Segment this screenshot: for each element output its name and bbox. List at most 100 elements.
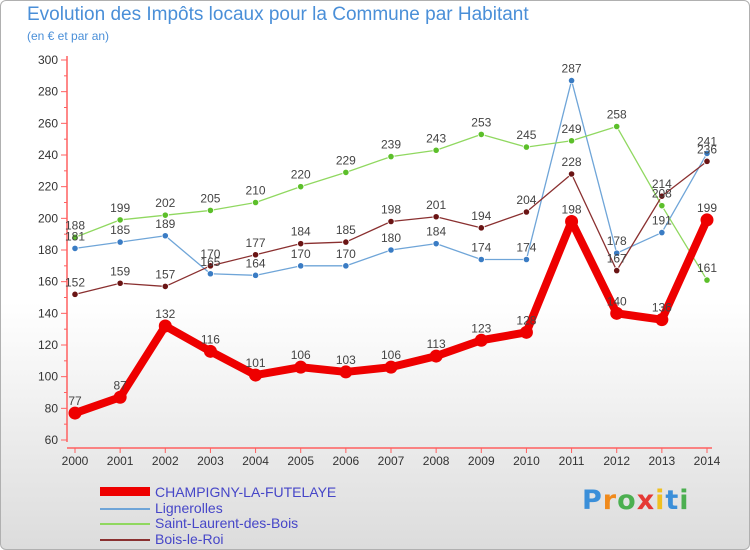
data-point bbox=[206, 270, 215, 278]
data-label: 245 bbox=[516, 128, 536, 142]
data-point bbox=[703, 276, 711, 284]
data-label: 184 bbox=[291, 225, 311, 239]
y-tick-label: 260 bbox=[38, 116, 58, 130]
data-label: 239 bbox=[381, 138, 401, 152]
x-tick-label: 2014 bbox=[694, 454, 721, 468]
data-label: 287 bbox=[562, 62, 582, 76]
logo-letter: x bbox=[636, 485, 656, 516]
legend-label: Lignerolles bbox=[155, 499, 223, 516]
data-point bbox=[658, 192, 666, 200]
data-point bbox=[613, 122, 621, 131]
data-point bbox=[703, 149, 711, 158]
data-point bbox=[432, 146, 440, 154]
y-tick-label: 120 bbox=[38, 338, 58, 352]
data-point bbox=[161, 282, 169, 291]
data-point bbox=[567, 137, 576, 145]
legend-swatch bbox=[100, 507, 150, 510]
data-label: 136 bbox=[652, 301, 672, 315]
data-label: 249 bbox=[562, 122, 582, 136]
logo-letter: P bbox=[582, 485, 603, 516]
data-label: 116 bbox=[201, 332, 220, 346]
data-label: 205 bbox=[200, 191, 220, 205]
data-point bbox=[519, 325, 533, 339]
chart-title: Evolution des Impôts locaux pour la Comm… bbox=[27, 4, 529, 25]
x-tick-label: 2004 bbox=[242, 454, 269, 468]
data-point bbox=[297, 240, 305, 248]
data-label: 123 bbox=[471, 321, 491, 335]
data-label: 170 bbox=[336, 247, 356, 261]
data-label: 191 bbox=[652, 214, 672, 228]
legend-swatch bbox=[100, 538, 150, 541]
data-label: 184 bbox=[426, 225, 446, 239]
x-tick-label: 2008 bbox=[423, 454, 450, 468]
data-point bbox=[251, 198, 260, 207]
legend-label: Saint-Laurent-des-Bois bbox=[155, 515, 299, 531]
data-point bbox=[116, 238, 124, 246]
y-tick-label: 60 bbox=[45, 433, 59, 447]
data-label: 199 bbox=[110, 201, 130, 215]
data-point bbox=[700, 213, 714, 227]
data-point bbox=[567, 76, 576, 85]
data-point bbox=[477, 255, 485, 264]
data-label: 157 bbox=[155, 267, 175, 281]
data-label: 210 bbox=[246, 184, 266, 198]
data-label: 174 bbox=[516, 241, 536, 255]
data-label: 241 bbox=[697, 134, 717, 148]
data-point bbox=[610, 306, 624, 320]
x-tick-label: 2013 bbox=[649, 454, 676, 468]
data-label: 253 bbox=[471, 115, 491, 129]
x-tick-label: 2006 bbox=[333, 454, 360, 468]
y-tick-label: 220 bbox=[38, 180, 58, 194]
data-point bbox=[658, 228, 666, 237]
data-label: 204 bbox=[516, 193, 536, 207]
logo-letter: i bbox=[679, 485, 690, 516]
data-point bbox=[342, 262, 350, 270]
logo-letter: t bbox=[665, 485, 680, 516]
data-label: 228 bbox=[562, 155, 582, 169]
data-label: 188 bbox=[65, 218, 85, 232]
x-tick-label: 2000 bbox=[62, 454, 89, 468]
data-label: 177 bbox=[246, 236, 266, 250]
data-label: 87 bbox=[113, 378, 127, 392]
data-label: 180 bbox=[381, 231, 401, 245]
data-label: 178 bbox=[607, 234, 627, 248]
y-tick-label: 240 bbox=[38, 148, 58, 162]
data-label: 220 bbox=[291, 168, 311, 182]
x-tick-label: 2009 bbox=[468, 454, 495, 468]
chart-subtitle: (en € et par an) bbox=[27, 29, 110, 43]
y-tick-label: 80 bbox=[45, 401, 59, 415]
data-point bbox=[116, 216, 124, 224]
x-tick-label: 2011 bbox=[559, 454, 585, 468]
data-point bbox=[658, 202, 666, 210]
data-label: 140 bbox=[607, 294, 627, 308]
logo-letter: r bbox=[602, 485, 618, 516]
data-label: 161 bbox=[697, 261, 717, 275]
x-tick-label: 2001 bbox=[107, 454, 134, 468]
data-point bbox=[342, 238, 350, 246]
data-label: 202 bbox=[155, 196, 175, 210]
x-tick-label: 2002 bbox=[152, 454, 179, 468]
data-point bbox=[251, 271, 260, 279]
data-label: 152 bbox=[65, 275, 85, 289]
y-tick-label: 160 bbox=[38, 275, 58, 289]
data-point bbox=[474, 333, 488, 347]
data-label: 159 bbox=[110, 264, 130, 278]
data-label: 170 bbox=[200, 247, 220, 261]
data-label: 164 bbox=[246, 256, 266, 270]
data-label: 185 bbox=[336, 223, 356, 237]
x-tick-label: 2005 bbox=[287, 454, 314, 468]
data-point bbox=[113, 390, 127, 404]
data-point bbox=[342, 168, 350, 177]
data-label: 258 bbox=[607, 108, 627, 122]
data-label: 189 bbox=[155, 217, 175, 231]
data-label: 170 bbox=[291, 247, 311, 261]
data-point bbox=[432, 213, 440, 221]
data-point bbox=[68, 406, 82, 420]
legend-swatch bbox=[100, 523, 150, 525]
data-point bbox=[703, 157, 711, 165]
data-point bbox=[387, 152, 395, 161]
data-label: 214 bbox=[652, 177, 672, 191]
data-point bbox=[206, 262, 215, 270]
data-label: 167 bbox=[607, 252, 627, 266]
